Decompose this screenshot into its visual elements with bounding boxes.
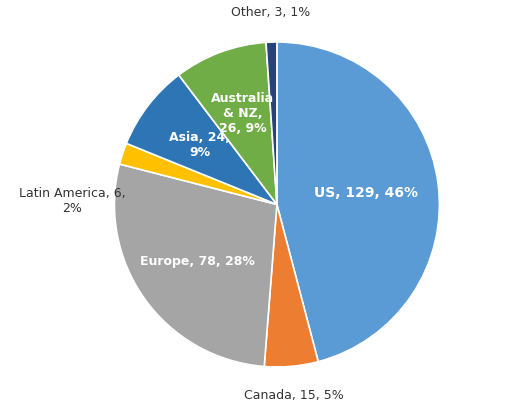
Wedge shape [266,42,277,204]
Text: Europe, 78, 28%: Europe, 78, 28% [140,255,255,267]
Text: Asia, 24,
9%: Asia, 24, 9% [169,131,230,159]
Wedge shape [264,204,318,367]
Text: US, 129, 46%: US, 129, 46% [314,186,418,200]
Wedge shape [179,43,277,204]
Wedge shape [277,42,439,362]
Wedge shape [126,75,277,204]
Text: Canada, 15, 5%: Canada, 15, 5% [244,389,344,402]
Wedge shape [120,144,277,204]
Text: Latin America, 6,
2%: Latin America, 6, 2% [19,187,125,215]
Wedge shape [114,164,277,366]
Text: Australia
& NZ,
26, 9%: Australia & NZ, 26, 9% [211,92,275,135]
Text: Other, 3, 1%: Other, 3, 1% [231,7,310,19]
